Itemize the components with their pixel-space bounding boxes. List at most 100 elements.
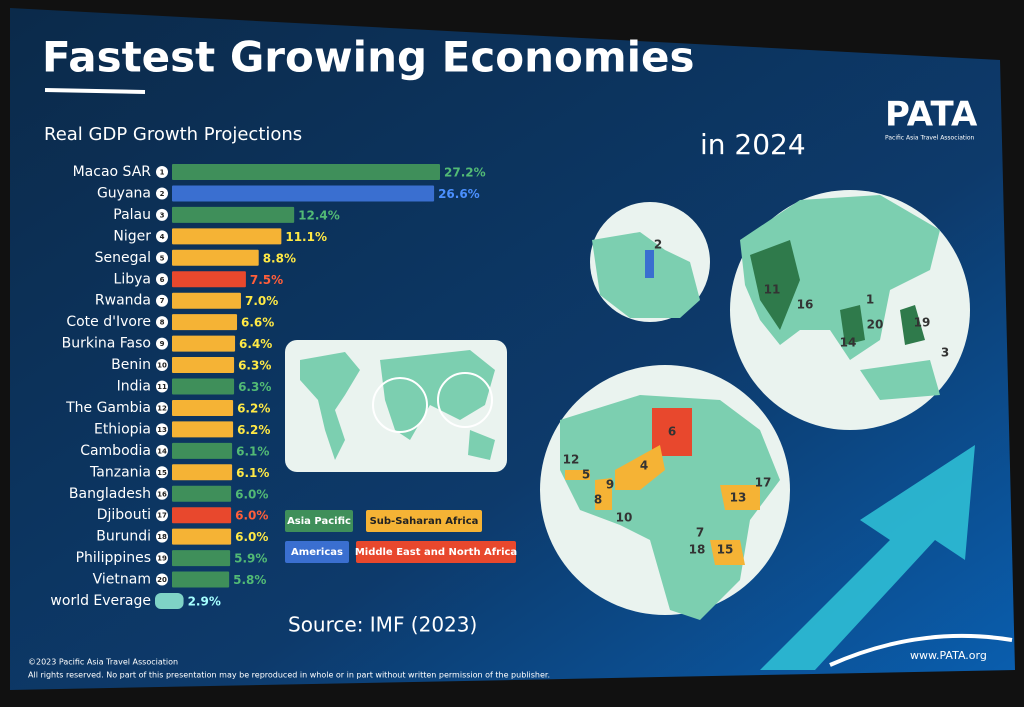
bar xyxy=(172,550,231,567)
value-label: 11.1% xyxy=(285,230,327,244)
value-label: 5.8% xyxy=(233,573,266,587)
rank-badge xyxy=(156,273,168,286)
swoosh xyxy=(829,633,1013,667)
axis-label: Real GDP Growth Projections xyxy=(44,124,302,145)
map-label: 15 xyxy=(717,543,734,557)
legend-swatch xyxy=(366,510,482,532)
logo-subtitle: Pacific Asia Travel Association xyxy=(885,135,975,142)
value-label: 6.0% xyxy=(235,487,268,501)
rank-badge xyxy=(156,423,168,436)
world-map-zoom xyxy=(372,377,428,433)
bar xyxy=(172,228,282,245)
world-map-zoom xyxy=(437,372,493,428)
bar xyxy=(172,335,236,352)
title-underline xyxy=(44,88,146,94)
bar xyxy=(172,185,435,202)
rank-number: 20 xyxy=(157,576,167,584)
rank-number: 13 xyxy=(157,426,167,434)
map-label: 1 xyxy=(866,293,874,307)
rank-badge xyxy=(156,208,168,221)
map-label: 10 xyxy=(616,511,633,525)
bar xyxy=(172,399,234,416)
map-label: 19 xyxy=(914,316,931,330)
map-label: 17 xyxy=(755,476,772,490)
rank-badge xyxy=(156,316,168,329)
value-label: 27.2% xyxy=(444,166,486,180)
map-label: 3 xyxy=(941,346,949,360)
value-label: 6.4% xyxy=(239,337,272,351)
rank-badge xyxy=(156,509,168,522)
rank-number: 8 xyxy=(160,319,165,327)
bar xyxy=(172,421,234,438)
rank-number: 9 xyxy=(160,340,165,348)
category-label: world Everage xyxy=(50,593,151,609)
map-label: 5 xyxy=(582,468,590,482)
legend-swatch xyxy=(285,510,353,532)
value-label: 6.2% xyxy=(237,423,270,437)
bar xyxy=(172,292,241,309)
bar xyxy=(172,249,259,266)
category-label: The Gambia xyxy=(65,400,151,416)
category-label: Cambodia xyxy=(80,443,151,459)
bar xyxy=(172,314,238,331)
rank-badge xyxy=(156,251,168,264)
logo: PATA xyxy=(885,95,978,135)
value-label: 6.2% xyxy=(237,401,270,415)
rank-number: 18 xyxy=(157,533,167,541)
guyana xyxy=(645,250,654,278)
value-label: 7.0% xyxy=(245,294,278,308)
category-label: Senegal xyxy=(95,250,151,266)
value-label: 8.8% xyxy=(263,251,296,265)
bar xyxy=(172,528,232,545)
rank-badge xyxy=(156,294,168,307)
rank-number: 19 xyxy=(157,555,167,563)
bar xyxy=(172,357,235,374)
rank-number: 7 xyxy=(160,297,165,305)
category-label: Guyana xyxy=(97,185,151,201)
growth-arrow xyxy=(760,445,975,670)
rank-number: 16 xyxy=(157,490,167,498)
rank-badge xyxy=(156,337,168,350)
category-label: Bangladesh xyxy=(69,486,151,502)
value-label: 7.5% xyxy=(250,273,283,287)
rank-number: 1 xyxy=(160,169,165,177)
rank-number: 14 xyxy=(157,447,167,455)
asia-highlight xyxy=(750,240,925,345)
source: Source: IMF (2023) xyxy=(288,613,477,637)
bar xyxy=(172,571,230,588)
legend-label: Asia Pacific xyxy=(287,516,351,527)
rank-badge xyxy=(156,230,168,243)
category-label: Djibouti xyxy=(97,507,151,523)
category-label: Benin xyxy=(111,357,151,373)
value-label: 26.6% xyxy=(438,187,480,201)
rank-badge xyxy=(156,466,168,479)
value-label: 6.3% xyxy=(238,359,271,373)
website: www.PATA.org xyxy=(910,649,987,662)
value-label: 2.9% xyxy=(188,595,221,609)
map-label: 11 xyxy=(764,283,781,297)
rank-number: 5 xyxy=(160,254,165,262)
rank-number: 12 xyxy=(157,404,167,412)
category-label: Cote d'Ivore xyxy=(66,314,151,330)
map-label: 4 xyxy=(640,459,648,473)
rank-number: 10 xyxy=(157,362,167,370)
rank-number: 15 xyxy=(157,469,167,477)
map-label: 13 xyxy=(730,491,747,505)
category-label: Burkina Faso xyxy=(62,336,151,352)
map-label: 9 xyxy=(606,478,614,492)
value-label: 6.1% xyxy=(236,466,269,480)
rank-number: 6 xyxy=(160,276,165,284)
value-label: 6.0% xyxy=(235,530,268,544)
maps xyxy=(285,190,970,620)
value-label: 6.1% xyxy=(236,444,269,458)
map-label: 12 xyxy=(563,453,580,467)
map-label: 8 xyxy=(594,493,602,507)
rank-badge xyxy=(156,573,168,586)
bar xyxy=(172,271,246,288)
legend-label: Middle East and North Africa xyxy=(355,547,517,558)
value-label: 6.0% xyxy=(235,509,268,523)
title: Fastest Growing Economies xyxy=(42,33,695,82)
legend-swatch xyxy=(285,541,349,563)
category-label: Niger xyxy=(113,228,151,244)
